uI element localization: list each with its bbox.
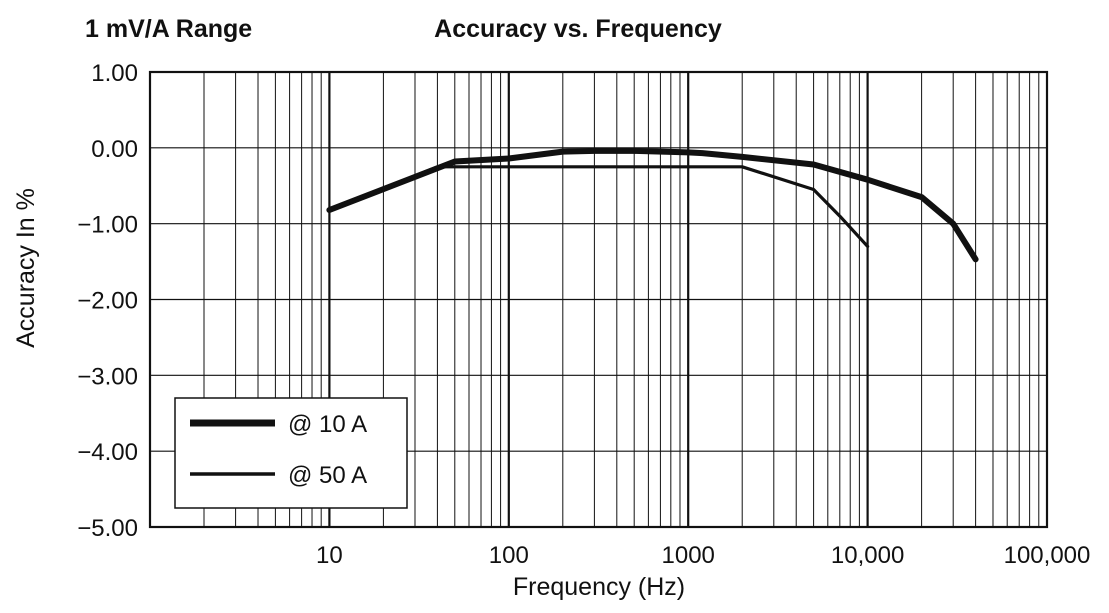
series-lines (326, 147, 979, 263)
y-tick-label: −2.00 (77, 288, 138, 315)
x-tick-label: 10 (316, 542, 343, 569)
x-tick-label: 100 (489, 542, 529, 569)
x-tick-label: 100,000 (1004, 542, 1091, 569)
chart-title: Accuracy vs. Frequency (434, 15, 722, 43)
x-axis-label: Frequency (Hz) (513, 573, 685, 601)
x-tick-label: 1000 (662, 542, 715, 569)
series-line-10a (326, 147, 979, 263)
legend-label-10a: @ 10 A (288, 411, 367, 438)
legend: @ 10 A @ 50 A (174, 397, 408, 509)
x-tick-label: 10,000 (831, 542, 904, 569)
grid (150, 72, 1047, 527)
legend-box (174, 397, 408, 509)
y-tick-label: 0.00 (91, 136, 138, 163)
y-axis-label: Accuracy In % (12, 188, 40, 348)
y-tick-label: −4.00 (77, 439, 138, 466)
y-tick-label: −1.00 (77, 212, 138, 239)
plot-frame (148, 70, 1049, 529)
y-tick-label: −3.00 (77, 363, 138, 390)
x-tick-labels: 10 100 1000 10,000 100,000 (316, 542, 1090, 569)
range-label: 1 mV/A Range (85, 15, 252, 43)
y-tick-label: −5.00 (77, 515, 138, 542)
y-tick-labels: 1.00 0.00 −1.00 −2.00 −3.00 −4.00 −5.00 (77, 60, 138, 542)
y-tick-label: 1.00 (91, 60, 138, 87)
series-line-50a (327, 165, 870, 248)
legend-label-50a: @ 50 A (288, 462, 367, 489)
